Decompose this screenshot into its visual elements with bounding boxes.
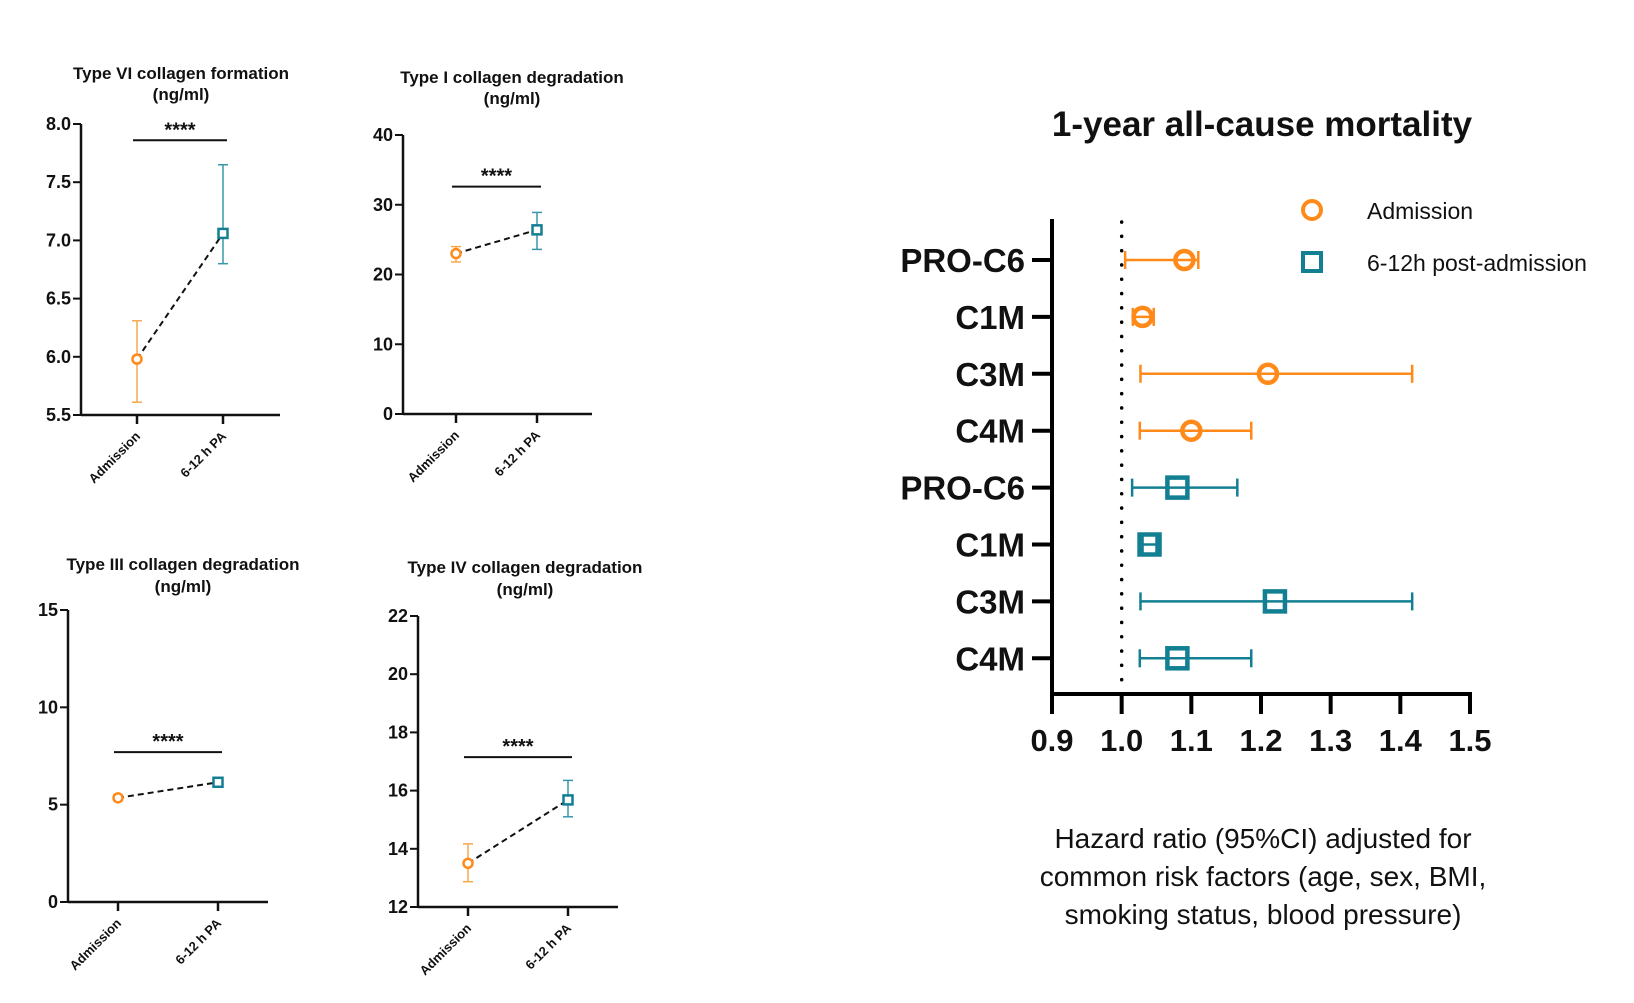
data-point-post-admission: [562, 794, 574, 806]
row-label: C1M: [955, 527, 1025, 564]
legend-admission-label: Admission: [1367, 198, 1473, 224]
data-point-admission: [462, 857, 474, 870]
x-axis-label: Hazard ratio (95%CI) adjusted for common…: [1040, 823, 1487, 930]
panel-subtitle: (ng/ml): [153, 85, 210, 104]
data-point-post-admission: [217, 227, 229, 240]
y-tick-label: 22: [388, 606, 408, 626]
x-tick-label: 6-12 h PA: [522, 920, 574, 972]
panel-subtitle: (ng/ml): [155, 577, 212, 596]
row-label: C3M: [955, 583, 1025, 620]
data-point-admission: [131, 353, 143, 365]
significance-stars: ****: [481, 166, 512, 188]
y-tick-label: 40: [373, 125, 393, 145]
legend-post-admission-label: 6-12h post-admission: [1367, 250, 1587, 276]
legend-admission-marker-icon: [1301, 199, 1323, 221]
panel-title: Type III collagen degradation: [66, 555, 299, 574]
y-tick-label: 14: [388, 839, 408, 859]
hr-point-post-admission: [1262, 589, 1288, 614]
x-tick-label: Admission: [417, 920, 475, 978]
y-tick-label: 7.5: [46, 172, 71, 192]
panel-type-vi-collagen-formation: Type VI collagen formation (ng/ml) 5.5 6.…: [46, 64, 289, 486]
forest-title: 1-year all-cause mortality: [1052, 105, 1473, 144]
x-tick-label: 6-12 h PA: [491, 427, 543, 479]
row-label: C1M: [955, 299, 1025, 336]
connector-line: [117, 781, 219, 799]
hr-point-admission: [1131, 305, 1154, 329]
y-tick-label: 12: [388, 897, 408, 917]
panel-title: Type VI collagen formation: [73, 64, 289, 83]
data-point-admission: [112, 792, 124, 804]
y-tick-label: 18: [388, 722, 408, 742]
hr-point-post-admission: [1137, 532, 1162, 557]
x-tick-label: Admission: [67, 915, 125, 973]
data-point-admission: [450, 247, 462, 260]
panel-subtitle: (ng/ml): [497, 580, 554, 599]
row-label: C4M: [955, 413, 1025, 450]
y-tick-label: 6.5: [46, 289, 71, 309]
x-axis-label-line-1: Hazard ratio (95%CI) adjusted for: [1054, 823, 1471, 854]
panel-subtitle: (ng/ml): [484, 89, 541, 108]
x-tick-label: 1.0: [1100, 723, 1143, 758]
panel-title: Type IV collagen degradation: [408, 558, 643, 577]
hr-point-admission: [1173, 248, 1196, 272]
connector-line: [455, 228, 538, 255]
panel-type-i-collagen-degradation: Type I collagen degradation (ng/ml) 0 10 2…: [373, 68, 624, 485]
y-tick-label: 15: [38, 600, 58, 620]
row-label: C4M: [955, 640, 1025, 677]
significance-stars: ****: [502, 736, 533, 758]
panel-type-iv-collagen-degradation: Type IV collagen degradation (ng/ml) 12 1…: [388, 558, 642, 978]
y-tick-label: 16: [388, 781, 408, 801]
row-label: PRO-C6: [900, 242, 1025, 279]
data-point-post-admission: [531, 224, 543, 236]
x-axis-label-line-3: smoking status, blood pressure): [1065, 899, 1462, 930]
hr-point-admission: [1180, 419, 1203, 442]
x-tick-label: 0.9: [1030, 723, 1073, 758]
x-tick-label: 1.2: [1239, 723, 1282, 758]
x-tick-label: 6-12 h PA: [177, 428, 229, 480]
x-tick-label: 1.4: [1379, 723, 1423, 758]
legend: Admission 6-12h post-admission: [1301, 198, 1587, 276]
significance-stars: ****: [164, 119, 195, 141]
x-tick-label: Admission: [405, 427, 463, 485]
y-tick-label: 6.0: [46, 347, 71, 367]
row-label: C3M: [955, 356, 1025, 393]
panel-type-iii-collagen-degradation: Type III collagen degradation (ng/ml) 0 5…: [38, 555, 300, 973]
x-tick-label: 1.3: [1309, 723, 1352, 758]
significance-stars: ****: [152, 731, 183, 753]
connector-line: [136, 232, 224, 360]
y-tick-label: 5.5: [46, 405, 71, 425]
row-label: PRO-C6: [900, 470, 1025, 507]
y-tick-label: 20: [373, 265, 393, 285]
x-axis-label-line-2: common risk factors (age, sex, BMI,: [1040, 861, 1487, 892]
hr-point-admission: [1256, 362, 1280, 386]
forest-plot-mortality: 1-year all-cause mortality Admission 6-1…: [900, 105, 1587, 930]
x-tick-label: 1.5: [1448, 723, 1491, 758]
connector-line: [467, 799, 569, 865]
hr-point-post-admission: [1165, 646, 1190, 671]
legend-post-admission-marker-icon: [1301, 251, 1323, 273]
y-tick-label: 20: [388, 664, 408, 684]
panel-title: Type I collagen degradation: [400, 68, 624, 87]
y-tick-label: 8.0: [46, 114, 71, 134]
y-tick-label: 10: [38, 697, 58, 717]
hr-point-post-admission: [1165, 475, 1190, 500]
x-tick-label: 1.1: [1170, 723, 1213, 758]
y-tick-label: 0: [48, 892, 58, 912]
y-tick-label: 10: [373, 334, 393, 354]
y-tick-label: 7.0: [46, 230, 71, 250]
data-point-post-admission: [212, 776, 224, 789]
y-tick-label: 5: [48, 795, 58, 815]
x-tick-label: 6-12 h PA: [172, 915, 224, 967]
x-tick-label: Admission: [86, 428, 144, 486]
y-tick-label: 0: [383, 404, 393, 424]
y-tick-label: 30: [373, 195, 393, 215]
